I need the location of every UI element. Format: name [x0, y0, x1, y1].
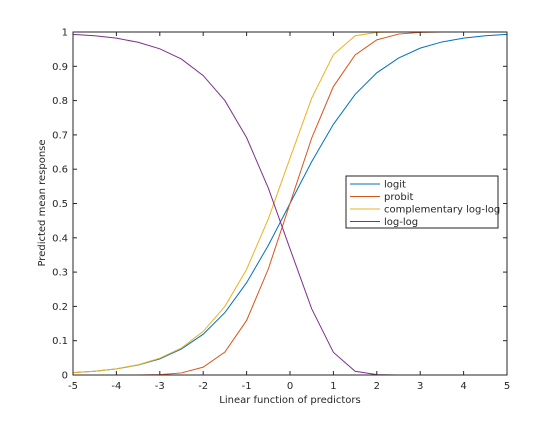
y-axis-label: Predicted mean response	[37, 139, 48, 266]
x-tick-label: -5	[68, 381, 78, 392]
x-tick-label: 3	[417, 381, 423, 392]
y-tick-label: 0.4	[52, 233, 68, 244]
y-tick-label: 0	[62, 371, 68, 382]
y-axis: 0 0.1 0.2 0.3 0.4 0.5 0.6 0.7 0.8 0.9 1	[52, 28, 507, 382]
x-tick-label: 2	[374, 381, 380, 392]
x-tick-label: 4	[460, 381, 466, 392]
x-axis: -5 -4 -3 -2 -1 0 1 2 3 4 5	[68, 32, 510, 392]
y-tick-label: 0.8	[52, 96, 68, 107]
legend-box	[345, 175, 499, 229]
legend-label: logit	[384, 180, 406, 191]
legend-label: log-log	[384, 217, 418, 228]
y-tick-label: 0.6	[52, 165, 68, 176]
y-tick-label: 1	[62, 28, 68, 39]
y-tick-label: 0.9	[52, 62, 68, 73]
legend-label: complementary log-log	[384, 205, 500, 216]
y-tick-label: 0.5	[52, 199, 68, 210]
legend-label: probit	[384, 192, 413, 203]
y-tick-label: 0.7	[52, 130, 68, 141]
x-tick-label: 5	[504, 381, 510, 392]
x-tick-label: -1	[242, 381, 252, 392]
x-tick-label: 0	[287, 381, 293, 392]
x-axis-label: Linear function of predictors	[219, 395, 360, 406]
x-tick-label: -3	[155, 381, 165, 392]
x-tick-label: -4	[111, 381, 121, 392]
y-tick-label: 0.3	[52, 268, 68, 279]
y-tick-label: 0.2	[52, 302, 68, 313]
x-tick-label: -2	[198, 381, 208, 392]
x-tick-label: 1	[330, 381, 336, 392]
y-tick-label: 0.1	[52, 336, 68, 347]
